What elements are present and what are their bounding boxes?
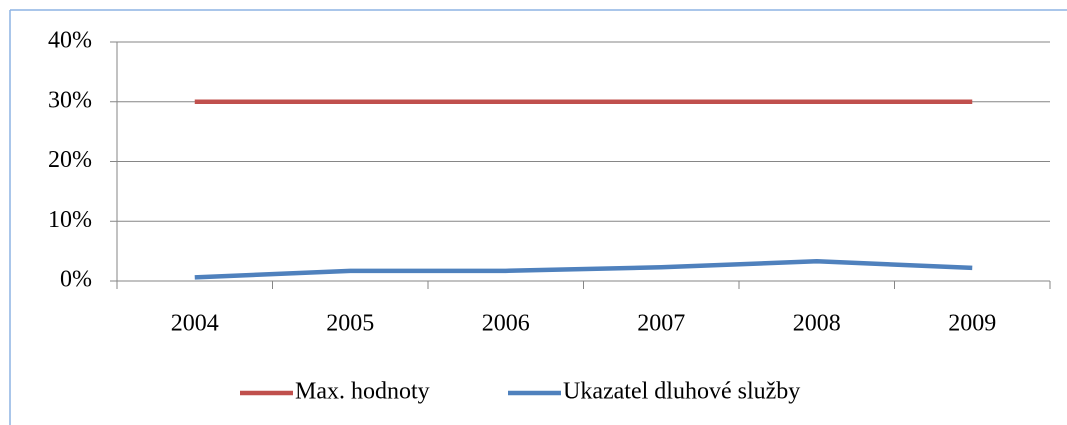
y-tick-label: 20% bbox=[48, 147, 92, 173]
y-tick-label: 10% bbox=[48, 207, 92, 233]
legend-label: Ukazatel dluhové služby bbox=[563, 379, 800, 405]
y-tick-label: 40% bbox=[48, 28, 92, 54]
x-tick-label: 2007 bbox=[637, 311, 685, 337]
x-tick-label: 2008 bbox=[793, 311, 841, 337]
y-tick-label: 30% bbox=[48, 87, 92, 113]
x-tick-label: 2006 bbox=[482, 311, 530, 337]
x-tick-label: 2009 bbox=[948, 311, 996, 337]
x-tick-label: 2004 bbox=[171, 311, 219, 337]
y-tick-label: 0% bbox=[60, 267, 92, 293]
x-tick-label: 2005 bbox=[326, 311, 374, 337]
legend-label: Max. hodnoty bbox=[295, 379, 430, 405]
series-line bbox=[194, 259, 973, 280]
